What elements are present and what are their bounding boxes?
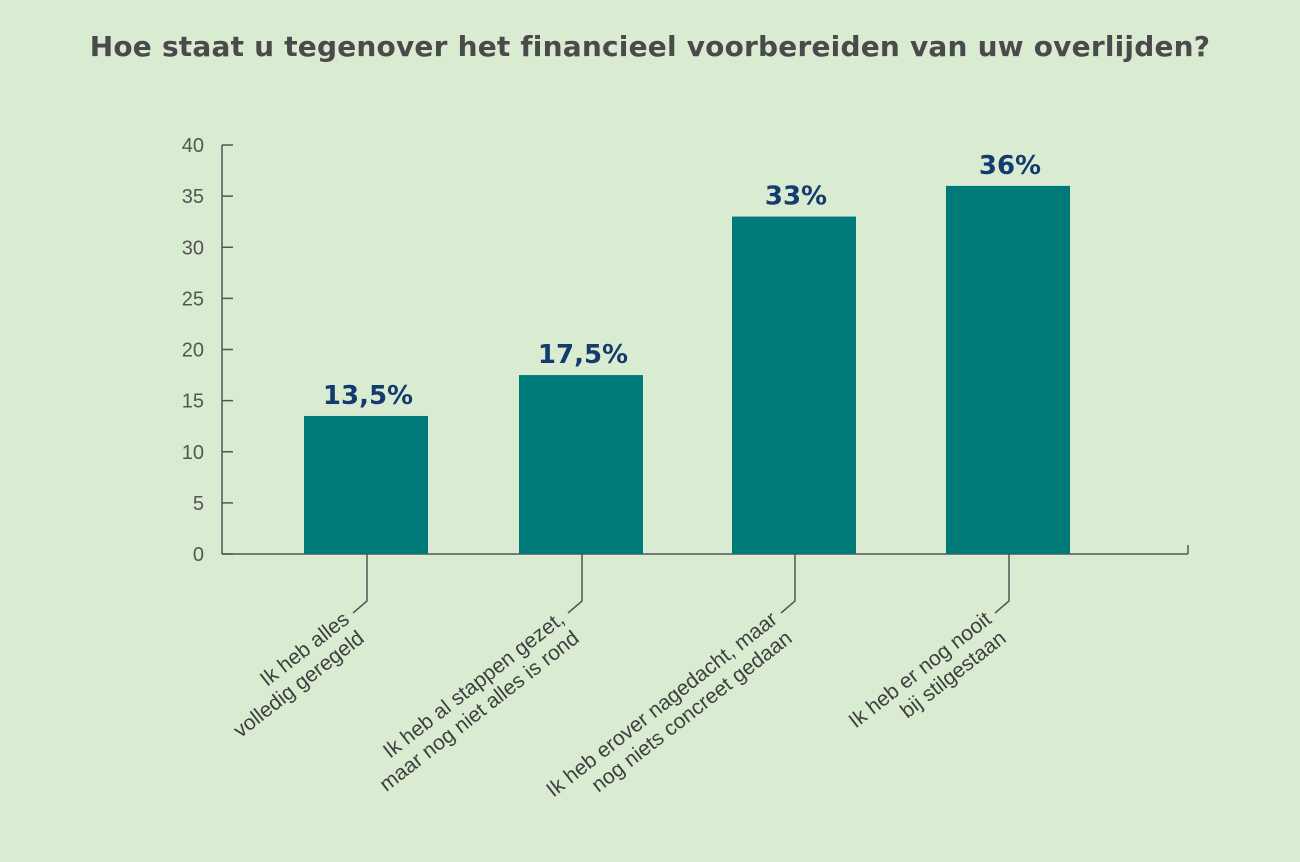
y-tick-label: 30 — [182, 237, 204, 259]
y-tick-label: 40 — [182, 135, 204, 157]
category-label: Ik heb al stappen gezet,maar nog niet al… — [361, 608, 584, 797]
data-label: 17,5% — [538, 340, 628, 370]
bar — [304, 415, 428, 554]
data-labels: 13,5% 17,5% 33% 36% — [323, 151, 1041, 411]
category-label: Ik heb er nog nooitbij stilgestaan — [845, 607, 1011, 751]
category-label-line: Ik heb erover nagedacht, maar — [542, 608, 782, 802]
category-label-line: nog niets concreet gedaan — [587, 626, 796, 797]
data-label: 36% — [979, 151, 1041, 181]
data-label: 13,5% — [323, 381, 413, 411]
category-leader-line — [352, 554, 368, 614]
bars — [304, 185, 1070, 554]
y-tick-label: 0 — [193, 544, 204, 566]
data-label: 33% — [765, 182, 827, 212]
chart-title: Hoe staat u tegenover het financieel voo… — [89, 30, 1211, 63]
category-leader-line — [780, 554, 796, 614]
category-leader-line — [567, 554, 583, 614]
y-tick-label: 20 — [182, 340, 204, 362]
y-tick-label: 10 — [182, 442, 204, 464]
category-label: Ik heb erover nagedacht, maarnog niets c… — [542, 608, 796, 821]
y-tick-label: 5 — [193, 493, 204, 515]
category-label-line: maar nog niet alles is rond — [375, 626, 583, 796]
category-labels: Ik heb allesvolledig geregeld Ik heb al s… — [214, 554, 1011, 821]
y-tick-label: 15 — [182, 391, 204, 413]
category-leader-line — [994, 554, 1010, 614]
y-tick-label: 25 — [182, 288, 204, 310]
category-label: Ik heb allesvolledig geregeld — [214, 608, 368, 743]
y-tick-label: 35 — [182, 186, 204, 208]
bar — [946, 185, 1070, 554]
bar — [732, 216, 856, 554]
axes: 0 5 10 15 20 25 30 35 40 — [182, 135, 1189, 566]
bar — [519, 375, 643, 554]
category-label-line: Ik heb al stappen gezet, — [379, 608, 569, 763]
